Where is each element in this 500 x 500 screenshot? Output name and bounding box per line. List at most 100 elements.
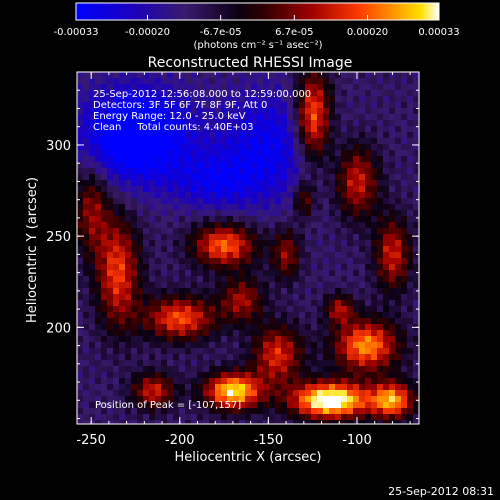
- heatmap-cell: [197, 222, 204, 229]
- heatmap-cell: [203, 180, 210, 187]
- heatmap-cell: [269, 114, 276, 121]
- heatmap-cell: [341, 342, 348, 349]
- heatmap-cell: [257, 384, 264, 391]
- heatmap-cell: [203, 294, 210, 301]
- heatmap-cell: [161, 156, 168, 163]
- heatmap-cell: [371, 264, 378, 271]
- heatmap-cell: [149, 360, 156, 367]
- heatmap-cell: [383, 420, 390, 424]
- heatmap-cell: [83, 72, 90, 79]
- heatmap-cell: [335, 210, 342, 217]
- heatmap-cell: [329, 246, 336, 253]
- heatmap-cell: [77, 138, 84, 145]
- heatmap-cell: [113, 78, 120, 85]
- heatmap-cell: [167, 240, 174, 247]
- heatmap-cell: [125, 162, 132, 169]
- heatmap-cell: [203, 132, 210, 139]
- heatmap-cell: [275, 144, 282, 151]
- colorbar: [76, 3, 439, 20]
- heatmap-cell: [347, 282, 354, 289]
- heatmap-cell: [83, 264, 90, 271]
- colorbar-tick-label: 0.00033: [418, 27, 459, 38]
- heatmap-cell: [311, 336, 318, 343]
- heatmap-cell: [233, 234, 240, 241]
- heatmap-cell: [101, 120, 108, 127]
- heatmap-cell: [113, 408, 120, 415]
- heatmap-cell: [353, 336, 360, 343]
- heatmap-cell: [215, 294, 222, 301]
- heatmap-cell: [239, 72, 246, 79]
- heatmap-cell: [365, 84, 372, 91]
- heatmap-cell: [371, 90, 378, 97]
- heatmap-cell: [149, 210, 156, 217]
- heatmap-cell: [95, 132, 102, 139]
- heatmap-cell: [389, 408, 396, 415]
- heatmap-cell: [245, 72, 252, 79]
- heatmap-cell: [191, 228, 198, 235]
- heatmap-cell: [209, 258, 216, 265]
- heatmap-cell: [263, 360, 270, 367]
- heatmap-cell: [149, 402, 156, 409]
- heatmap-cell: [191, 252, 198, 259]
- heatmap-cell: [383, 264, 390, 271]
- heatmap-cell: [101, 162, 108, 169]
- heatmap-cell: [395, 78, 402, 85]
- heatmap-cell: [173, 306, 180, 313]
- heatmap-cell: [257, 234, 264, 241]
- heatmap-cell: [83, 186, 90, 193]
- heatmap-cell: [233, 102, 240, 109]
- heatmap-cell: [119, 210, 126, 217]
- heatmap-cell: [383, 192, 390, 199]
- heatmap-cell: [335, 228, 342, 235]
- heatmap-cell: [77, 312, 84, 319]
- heatmap-cell: [185, 360, 192, 367]
- heatmap-cell: [257, 156, 264, 163]
- heatmap-cell: [245, 186, 252, 193]
- heatmap-cell: [215, 186, 222, 193]
- heatmap-cell: [173, 396, 180, 403]
- heatmap-cell: [215, 126, 222, 133]
- heatmap-cell: [239, 318, 246, 325]
- heatmap-cell: [329, 300, 336, 307]
- heatmap-cell: [251, 192, 258, 199]
- heatmap-cell: [83, 234, 90, 241]
- heatmap-cell: [143, 414, 150, 421]
- heatmap-cell: [287, 234, 294, 241]
- heatmap-cell: [371, 120, 378, 127]
- heatmap-cell: [119, 312, 126, 319]
- heatmap-cell: [311, 330, 318, 337]
- heatmap-cell: [83, 306, 90, 313]
- heatmap-cell: [287, 258, 294, 265]
- heatmap-cell: [329, 264, 336, 271]
- heatmap-cell: [197, 132, 204, 139]
- heatmap-cell: [275, 132, 282, 139]
- heatmap-cell: [83, 120, 90, 127]
- heatmap-cell: [179, 174, 186, 181]
- heatmap-cell: [221, 408, 228, 415]
- heatmap-cell: [353, 300, 360, 307]
- heatmap-cell: [269, 300, 276, 307]
- heatmap-cell: [311, 204, 318, 211]
- heatmap-cell: [203, 330, 210, 337]
- heatmap-cell: [83, 294, 90, 301]
- heatmap-cell: [113, 210, 120, 217]
- heatmap-cell: [245, 360, 252, 367]
- heatmap-cell: [119, 336, 126, 343]
- heatmap-cell: [377, 204, 384, 211]
- heatmap-cell: [95, 366, 102, 373]
- heatmap-cell: [233, 252, 240, 259]
- heatmap-cell: [317, 204, 324, 211]
- heatmap-cell: [143, 126, 150, 133]
- heatmap-cell: [353, 402, 360, 409]
- heatmap-cell: [401, 144, 408, 151]
- heatmap-cell: [83, 318, 90, 325]
- heatmap-cell: [395, 198, 402, 205]
- heatmap-cell: [257, 228, 264, 235]
- heatmap-cell: [161, 216, 168, 223]
- heatmap-cell: [155, 240, 162, 247]
- heatmap-cell: [125, 156, 132, 163]
- heatmap-cell: [311, 210, 318, 217]
- heatmap-cell: [263, 420, 270, 424]
- heatmap-cell: [281, 246, 288, 253]
- heatmap-cell: [155, 216, 162, 223]
